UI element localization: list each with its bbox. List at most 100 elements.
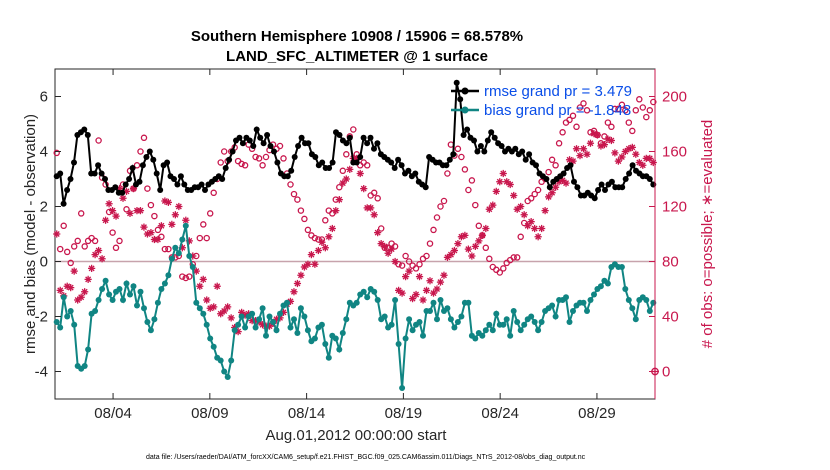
y-right-tick-label: 120	[662, 199, 687, 216]
obs-evaluated-point	[440, 271, 448, 279]
bias-point	[137, 288, 144, 295]
obs-evaluated-point	[311, 260, 319, 268]
obs-possible-point	[241, 162, 249, 169]
obs-evaluated-point	[136, 207, 145, 215]
obs-evaluated-point	[492, 187, 500, 195]
bias-point	[85, 346, 92, 353]
obs-possible-point	[304, 226, 312, 234]
obs-possible-point	[454, 145, 462, 153]
bias-point	[172, 244, 179, 251]
obs-evaluated-point	[182, 216, 190, 224]
obs-possible-point	[95, 137, 102, 144]
obs-evaluated-point	[346, 165, 354, 173]
obs-possible-point	[643, 113, 650, 121]
obs-evaluated-point	[77, 293, 85, 301]
bias-point	[392, 297, 399, 303]
obs-possible-point	[70, 243, 78, 250]
obs-possible-point	[259, 162, 266, 169]
rmse-point	[457, 96, 464, 103]
obs-possible-point	[433, 214, 441, 221]
bias-point	[503, 316, 510, 323]
obs-possible-point	[377, 225, 385, 232]
obs-possible-point	[583, 107, 591, 114]
bias-point	[521, 321, 528, 328]
obs-possible-point	[517, 233, 524, 241]
obs-possible-point	[116, 237, 123, 245]
bias-point	[109, 297, 116, 303]
bias-point	[53, 319, 60, 325]
bias-point	[646, 308, 653, 314]
rmse-point	[198, 181, 205, 188]
bias-point	[322, 341, 329, 347]
obs-evaluated-point	[360, 185, 368, 193]
rmse-series	[53, 79, 657, 207]
obs-evaluated-point	[140, 223, 148, 231]
obs-possible-point	[611, 105, 619, 113]
x-tick-label: 08/19	[385, 405, 423, 422]
x-tick-label: 08/04	[94, 405, 132, 422]
rmse-point	[84, 132, 91, 138]
rmse-point	[626, 170, 633, 177]
obs-possible-point	[262, 153, 270, 161]
x-tick-label: 08/14	[288, 405, 326, 422]
rmse-point	[367, 134, 374, 141]
bias-point	[482, 327, 489, 334]
obs-possible-point	[402, 252, 409, 260]
rmse-point	[81, 126, 88, 133]
bias-point	[193, 299, 200, 306]
obs-possible-point	[336, 183, 343, 191]
obs-possible-point	[238, 160, 245, 168]
obs-possible-point	[91, 237, 99, 245]
bias-point	[259, 305, 266, 312]
rmse-point	[171, 176, 177, 182]
rmse-point	[143, 154, 150, 160]
obs-possible-point	[123, 206, 130, 213]
bias-point	[353, 299, 360, 306]
obs-evaluated-point	[119, 194, 127, 202]
obs-possible-point	[67, 259, 74, 267]
bias-point	[388, 321, 395, 328]
rmse-point	[271, 148, 277, 155]
bias-point	[182, 222, 189, 229]
rmse-point	[543, 176, 550, 182]
obs-evaluated-point	[88, 264, 96, 272]
rmse-point	[567, 162, 574, 169]
bias-point	[535, 327, 542, 334]
bias-point	[510, 308, 517, 314]
obs-evaluated-point	[307, 251, 315, 259]
bias-point	[409, 327, 416, 334]
rmse-point	[560, 170, 567, 177]
bias-point	[116, 286, 123, 292]
bias-point	[538, 319, 545, 325]
bias-point	[217, 357, 224, 364]
obs-evaluated-point	[632, 150, 640, 158]
rmse-point	[253, 126, 260, 133]
obs-possible-point	[412, 265, 420, 272]
bias-point	[228, 357, 235, 364]
obs-possible-point	[416, 261, 423, 268]
obs-evaluated-point	[527, 218, 535, 226]
bias-point	[625, 297, 632, 303]
bias-point	[420, 332, 426, 339]
y-right-tick-label: 40	[662, 309, 679, 326]
rmse-point	[395, 156, 402, 163]
obs-possible-point	[444, 170, 451, 177]
bias-point	[130, 283, 137, 290]
bias-point	[238, 313, 245, 320]
obs-possible-point	[545, 168, 552, 176]
obs-possible-point	[374, 195, 381, 202]
y-left-tick-label: 6	[40, 89, 48, 106]
bias-point	[179, 236, 186, 243]
bias-point	[447, 316, 454, 323]
rmse-point	[298, 134, 305, 141]
rmse-point	[329, 159, 336, 166]
rmse-point	[491, 134, 498, 141]
bias-point	[207, 335, 214, 342]
bias-point	[270, 319, 276, 325]
bias-point	[332, 335, 339, 342]
bias-point	[141, 305, 147, 312]
rmse-point	[405, 167, 412, 174]
obs-possible-point	[133, 162, 141, 169]
obs-evaluated-point	[108, 207, 117, 215]
bias-point	[64, 313, 71, 320]
